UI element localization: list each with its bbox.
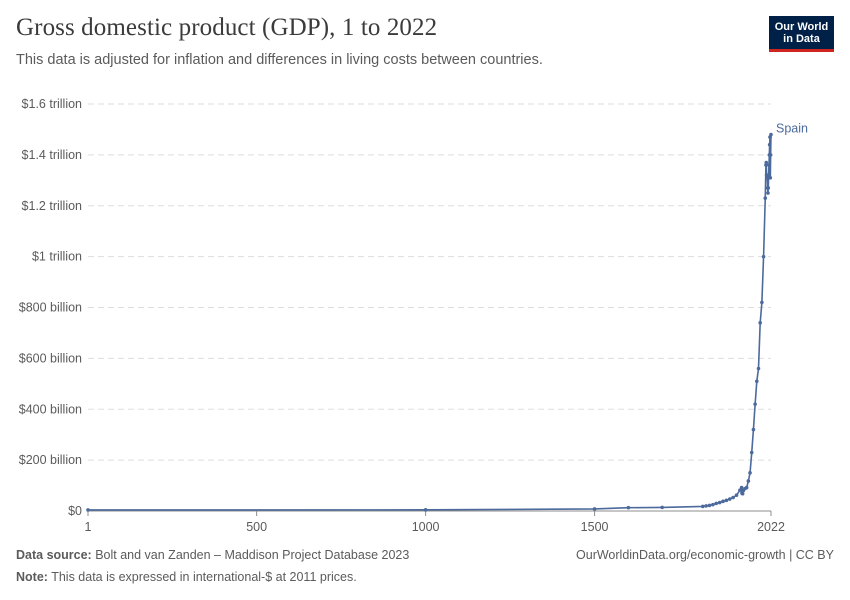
chart-title: Gross domestic product (GDP), 1 to 2022 (16, 14, 438, 41)
y-tick-label: $0 (68, 504, 82, 518)
data-point (738, 488, 742, 492)
data-point (769, 132, 773, 137)
logo-line-2: in Data (783, 33, 820, 45)
chart-subtitle: This data is adjusted for inflation and … (16, 52, 543, 68)
y-tick-label: $200 billion (19, 453, 82, 467)
data-point (721, 499, 725, 504)
note-text: This data is expressed in international-… (51, 570, 357, 584)
y-tick-label: $1.2 trillion (22, 199, 82, 213)
series-label[interactable]: Spain (776, 122, 808, 136)
x-tick-label: 1 (85, 520, 92, 534)
note-label: Note: (16, 570, 48, 584)
data-point (761, 254, 766, 259)
y-tick-label: $600 billion (19, 351, 82, 365)
y-tick-label: $1.6 trillion (22, 97, 82, 111)
data-point (758, 320, 762, 325)
data-point (755, 379, 759, 384)
data-point (766, 173, 771, 178)
data-point (714, 501, 719, 506)
data-point (746, 479, 751, 483)
chart-note: Note: This data is expressed in internat… (16, 570, 357, 584)
data-point (744, 485, 749, 490)
data-point (711, 502, 715, 507)
owid-logo[interactable]: Our World in Data (769, 16, 834, 52)
data-point (734, 493, 739, 498)
data-point (740, 491, 745, 496)
data-point (766, 186, 771, 190)
y-tick-label: $400 billion (19, 402, 82, 416)
data-point (768, 175, 773, 180)
data-point (707, 503, 712, 508)
data-point (423, 508, 428, 512)
series-line-spain (87, 134, 772, 511)
data-point (751, 427, 756, 432)
y-tick-label: $800 billion (19, 301, 82, 315)
data-point (763, 196, 768, 200)
x-tick-label: 2022 (757, 520, 785, 534)
license-link[interactable]: OurWorldinData.org/economic-growth | CC … (576, 548, 834, 562)
data-source-text[interactable]: Bolt and van Zanden – Maddison Project D… (95, 548, 410, 562)
data-point (753, 402, 757, 406)
data-point (660, 505, 664, 510)
x-tick-label: 1000 (412, 520, 440, 534)
logo-line-1: Our World (774, 21, 829, 33)
y-tick-label: $1.4 trillion (22, 148, 82, 162)
data-point (764, 160, 769, 165)
data-point (748, 471, 752, 475)
x-tick-label: 1500 (581, 520, 609, 534)
data-point (727, 497, 732, 501)
data-point (717, 500, 722, 505)
data-point (700, 504, 705, 509)
data-source-label: Data source: (16, 548, 92, 562)
data-point (731, 495, 735, 500)
data-point (768, 153, 773, 157)
data-point (767, 163, 771, 167)
data-point (739, 485, 744, 490)
data-point (724, 498, 729, 503)
data-point (749, 450, 754, 455)
data-point (86, 508, 90, 512)
data-point (766, 191, 770, 195)
data-point (626, 505, 631, 510)
data-point (704, 504, 708, 508)
y-tick-label: $1 trillion (32, 250, 82, 264)
data-point (760, 300, 764, 305)
data-point (756, 366, 761, 371)
x-tick-label: 500 (246, 520, 267, 534)
data-point (767, 142, 772, 147)
data-point (592, 507, 597, 511)
data-source: Data source: Bolt and van Zanden – Maddi… (16, 548, 409, 562)
